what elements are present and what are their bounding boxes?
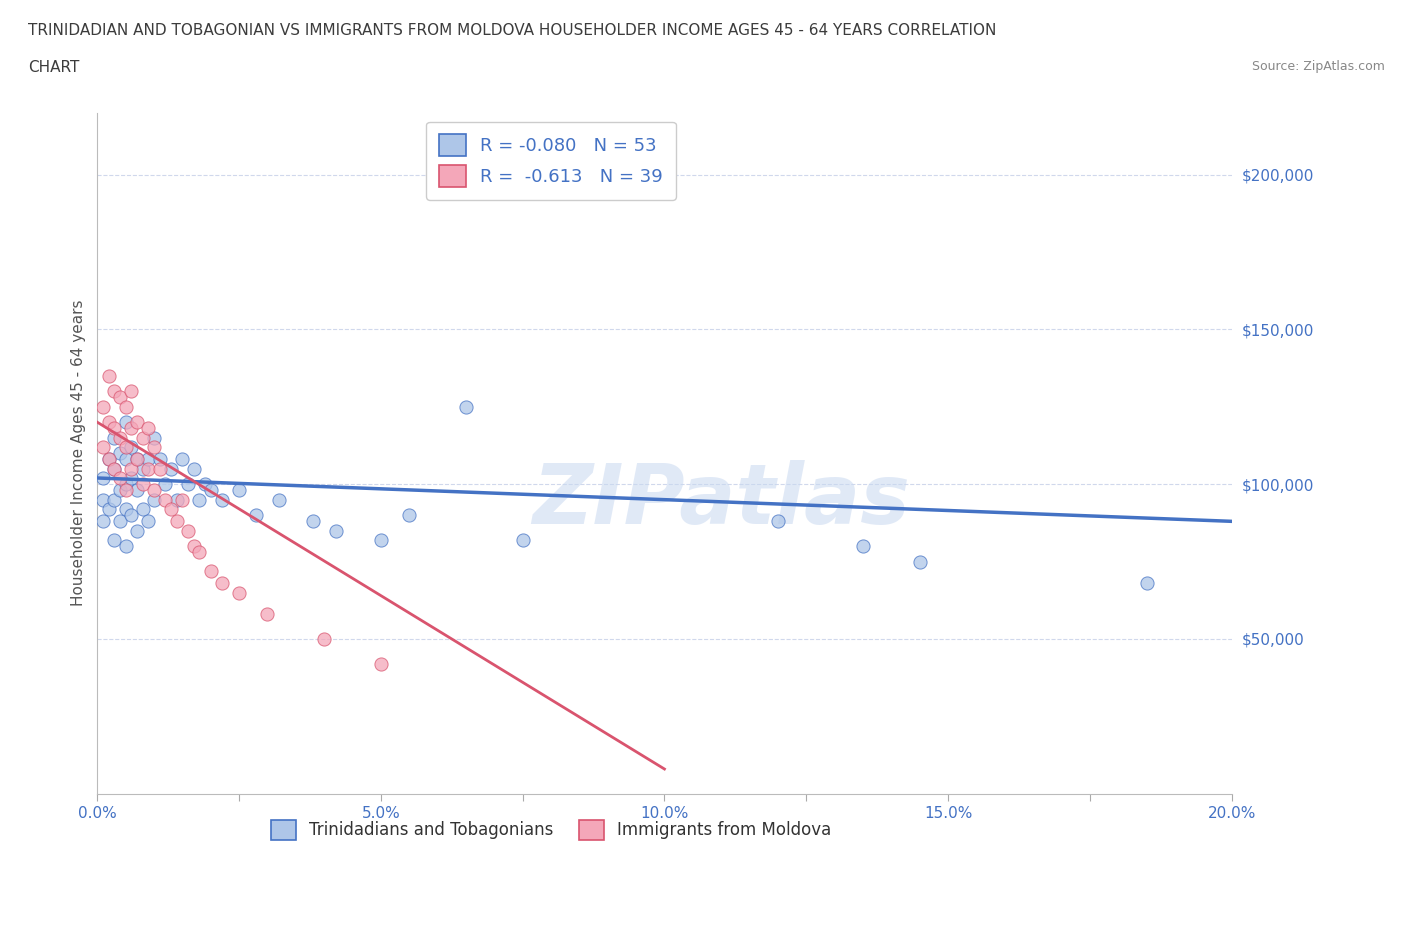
- Point: [160, 501, 183, 516]
- Point: [114, 399, 136, 414]
- Text: Source: ZipAtlas.com: Source: ZipAtlas.com: [1251, 60, 1385, 73]
- Point: [114, 538, 136, 553]
- Point: [138, 452, 160, 467]
- Point: [302, 514, 325, 529]
- Point: [91, 471, 114, 485]
- Point: [125, 483, 148, 498]
- Point: [852, 538, 875, 553]
- Point: [132, 431, 155, 445]
- Point: [194, 477, 217, 492]
- Point: [91, 440, 114, 455]
- Point: [103, 431, 125, 445]
- Point: [103, 421, 125, 436]
- Point: [91, 514, 114, 529]
- Point: [188, 492, 211, 507]
- Point: [143, 431, 166, 445]
- Point: [155, 477, 177, 492]
- Point: [103, 492, 125, 507]
- Point: [143, 492, 166, 507]
- Legend: Trinidadians and Tobagonians, Immigrants from Moldova: Trinidadians and Tobagonians, Immigrants…: [264, 813, 838, 846]
- Point: [108, 390, 131, 405]
- Point: [166, 492, 188, 507]
- Point: [97, 501, 120, 516]
- Point: [370, 533, 392, 548]
- Point: [120, 421, 142, 436]
- Point: [314, 631, 336, 646]
- Point: [114, 501, 136, 516]
- Point: [143, 440, 166, 455]
- Point: [108, 431, 131, 445]
- Point: [120, 461, 142, 476]
- Point: [183, 538, 205, 553]
- Point: [138, 461, 160, 476]
- Point: [108, 445, 131, 460]
- Point: [256, 606, 278, 621]
- Point: [125, 452, 148, 467]
- Point: [149, 461, 172, 476]
- Point: [120, 384, 142, 399]
- Point: [200, 564, 222, 578]
- Point: [155, 492, 177, 507]
- Point: [97, 415, 120, 430]
- Point: [138, 421, 160, 436]
- Point: [766, 514, 789, 529]
- Point: [108, 514, 131, 529]
- Point: [228, 585, 250, 600]
- Point: [398, 508, 420, 523]
- Point: [454, 399, 477, 414]
- Point: [97, 452, 120, 467]
- Point: [370, 657, 392, 671]
- Point: [200, 483, 222, 498]
- Point: [91, 492, 114, 507]
- Point: [120, 471, 142, 485]
- Point: [177, 524, 200, 538]
- Point: [1135, 576, 1157, 591]
- Point: [103, 384, 125, 399]
- Point: [114, 452, 136, 467]
- Point: [149, 452, 172, 467]
- Point: [114, 483, 136, 498]
- Y-axis label: Householder Income Ages 45 - 64 years: Householder Income Ages 45 - 64 years: [72, 300, 86, 606]
- Point: [188, 545, 211, 560]
- Point: [908, 554, 931, 569]
- Point: [211, 492, 233, 507]
- Point: [108, 483, 131, 498]
- Point: [114, 415, 136, 430]
- Point: [103, 461, 125, 476]
- Point: [228, 483, 250, 498]
- Point: [91, 399, 114, 414]
- Point: [114, 440, 136, 455]
- Point: [103, 461, 125, 476]
- Point: [120, 440, 142, 455]
- Point: [125, 452, 148, 467]
- Point: [103, 533, 125, 548]
- Point: [512, 533, 534, 548]
- Point: [114, 477, 136, 492]
- Text: ZIPatlas: ZIPatlas: [533, 460, 910, 541]
- Text: CHART: CHART: [28, 60, 80, 75]
- Point: [125, 415, 148, 430]
- Point: [325, 524, 347, 538]
- Point: [183, 461, 205, 476]
- Point: [132, 477, 155, 492]
- Text: TRINIDADIAN AND TOBAGONIAN VS IMMIGRANTS FROM MOLDOVA HOUSEHOLDER INCOME AGES 45: TRINIDADIAN AND TOBAGONIAN VS IMMIGRANTS…: [28, 23, 997, 38]
- Point: [125, 524, 148, 538]
- Point: [172, 492, 194, 507]
- Point: [143, 483, 166, 498]
- Point: [166, 514, 188, 529]
- Point: [160, 461, 183, 476]
- Point: [97, 452, 120, 467]
- Point: [172, 452, 194, 467]
- Point: [267, 492, 290, 507]
- Point: [120, 508, 142, 523]
- Point: [132, 501, 155, 516]
- Point: [245, 508, 267, 523]
- Point: [108, 471, 131, 485]
- Point: [177, 477, 200, 492]
- Point: [97, 368, 120, 383]
- Point: [211, 576, 233, 591]
- Point: [132, 461, 155, 476]
- Point: [138, 514, 160, 529]
